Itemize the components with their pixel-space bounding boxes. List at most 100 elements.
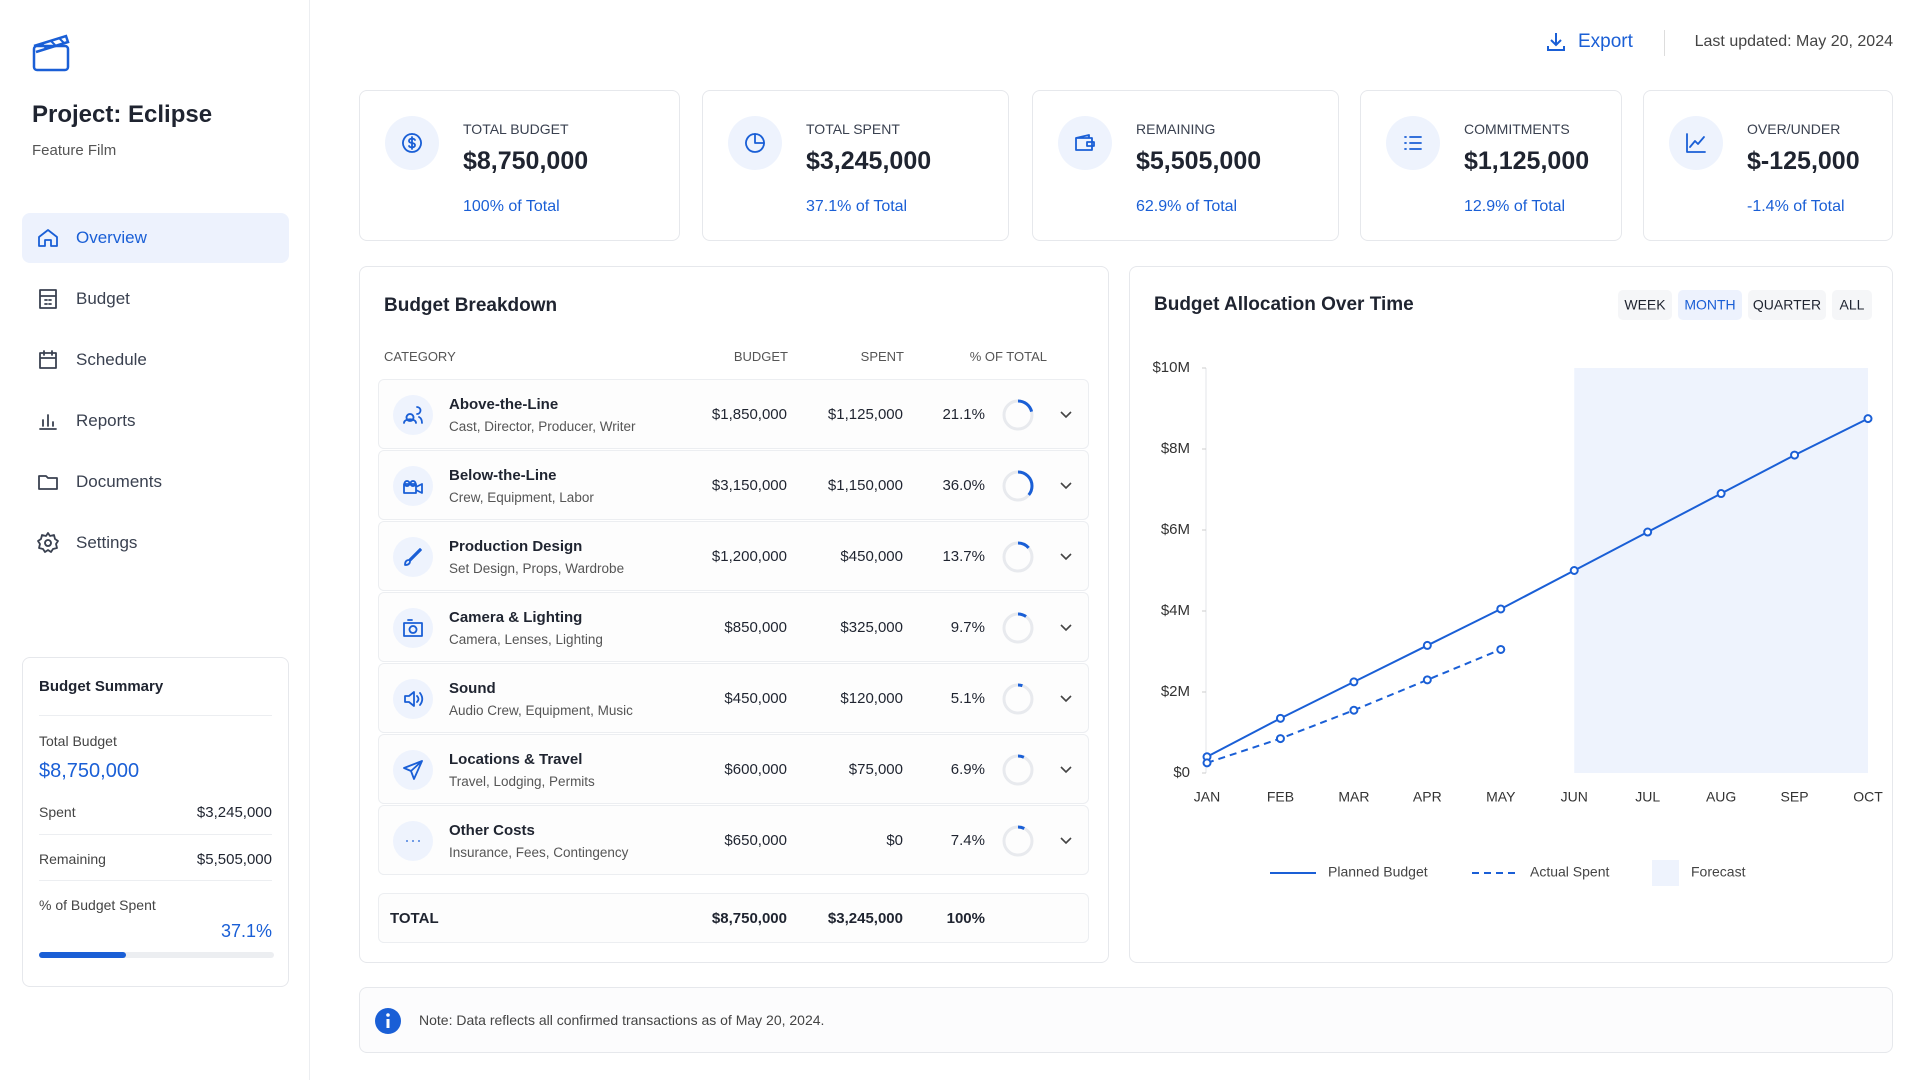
total-row: TOTAL $8,750,000 $3,245,000 100% [378,893,1089,943]
donut-arc [1002,470,1034,502]
progress-track [39,952,274,958]
row-spent: $1,125,000 [827,406,903,423]
series-point [1790,450,1800,460]
note-text: Note: Data reflects all confirmed transa… [419,1012,825,1028]
row-budget: $1,200,000 [711,548,787,565]
chevron[interactable] [1059,408,1073,422]
chevron[interactable] [1059,479,1073,493]
kpi-sub: 37.1% of Total [806,198,908,215]
table-row[interactable]: Camera & Lighting Camera, Lenses, Lightin… [378,592,1089,662]
series-point [1275,713,1285,723]
chevron[interactable] [1059,834,1073,848]
nav-label: Overview [76,228,147,247]
icon [39,289,57,309]
icon [403,406,423,424]
nav-icon [36,470,60,499]
range-tab-label: MONTH [1684,297,1735,313]
range-tab-label: ALL [1840,297,1865,313]
row-name: Locations & Travel [449,751,583,768]
row-desc: Travel, Lodging, Permits [449,774,595,789]
row-pct: 7.4% [950,832,985,849]
note-bar: Note: Data reflects all confirmed transa… [359,987,1893,1053]
range-tab[interactable] [1678,290,1742,320]
table-row[interactable]: Locations & Travel Travel, Lodging, Permi… [378,734,1089,804]
row-desc: Crew, Equipment, Labor [449,490,594,505]
row-spent: $450,000 [840,548,903,565]
range-tab[interactable] [1832,290,1872,320]
y-tick-label: $0 [1173,764,1190,781]
icon [39,414,57,430]
range-tab-label: QUARTER [1753,297,1821,313]
nav-item[interactable]: Reports [22,396,289,446]
nav-label: Settings [76,533,138,552]
donut-track [1002,825,1034,857]
nav-item[interactable]: Settings [22,518,289,568]
nav-item[interactable]: Documents [22,457,289,507]
series-point [1716,489,1726,499]
chevron-path [1060,482,1072,490]
kpi-value: $5,505,000 [1136,147,1262,175]
sidebar: Project: Eclipse Feature Film Overview Bu… [0,0,310,1080]
row-pct: 21.1% [942,406,985,423]
budget-breakdown: Budget Breakdown CATEGORY BUDGET SPENT % OF… [359,266,1109,963]
series-point [1863,414,1873,424]
icon [404,548,422,566]
nav-item[interactable]: Overview [22,213,289,263]
nav-item[interactable]: Budget [22,274,289,324]
row-desc: Set Design, Props, Wardrobe [449,561,625,576]
pct-donut [1002,399,1034,431]
kpi-card: OVER/UNDER $-125,000 -1.4% of Total [1643,90,1893,241]
table-row[interactable]: Below-the-Line Crew, Equipment, Labor $3,1… [378,450,1089,520]
pct-donut [1002,470,1034,502]
kpi-value: $1,125,000 [1464,147,1590,175]
chevron[interactable] [1059,692,1073,706]
icon [1686,133,1706,153]
column-header: % OF TOTAL [969,349,1047,364]
y-tick-label: $2M [1161,683,1190,700]
icon [404,691,424,707]
kpi-label: REMAINING [1136,121,1216,137]
row-budget: $1,850,000 [711,406,787,423]
table-row[interactable]: Above-the-Line Cast, Director, Producer, … [378,379,1089,449]
spent-value: $3,245,000 [196,804,272,821]
chevron[interactable] [1059,621,1073,635]
series-point [1496,644,1506,654]
kpi-card: REMAINING $5,505,000 62.9% of Total [1032,90,1339,241]
export-button[interactable]: Export [1544,30,1633,54]
pct-donut [1002,825,1034,857]
table-row[interactable]: Sound Audio Crew, Equipment, Music $450,00… [378,663,1089,733]
nav-icon [36,531,60,560]
range-tab[interactable] [1618,290,1672,320]
chevron[interactable] [1059,550,1073,564]
y-tick-label: $4M [1161,602,1190,619]
row-icon [393,608,433,648]
total-pct: 100% [946,910,985,927]
chevron[interactable] [1059,763,1073,777]
kpi-sub: 62.9% of Total [1136,198,1238,215]
donut-arc [1002,541,1034,573]
series-point [1275,734,1285,744]
donut-arc [1002,612,1034,644]
icon [1404,136,1422,150]
project-subtitle: Feature Film [32,142,117,159]
row-desc: Cast, Director, Producer, Writer [449,419,636,434]
column-header: BUDGET [733,349,788,364]
legend-label: Forecast [1691,864,1746,880]
legend-swatch [1652,860,1679,886]
row-spent: $325,000 [840,619,903,636]
row-pct: 6.9% [950,761,985,778]
nav-item[interactable]: Schedule [22,335,289,385]
range-tab[interactable] [1748,290,1826,320]
legend-label: Actual Spent [1530,864,1609,880]
legend-label: Planned Budget [1328,864,1428,880]
breakdown-title: Budget Breakdown [384,295,558,316]
kpi-card: COMMITMENTS $1,125,000 12.9% of Total [1360,90,1622,241]
series-point [1422,675,1432,685]
table-row[interactable]: Other Costs Insurance, Fees, Contingency $… [378,805,1089,875]
x-tick-label: OCT [1853,789,1883,805]
row-spent: $75,000 [848,761,903,778]
kpi-icon [385,116,439,170]
nav-label: Reports [76,411,136,430]
kpi-value: $-125,000 [1747,147,1860,175]
table-row[interactable]: Production Design Set Design, Props, Ward… [378,521,1089,591]
